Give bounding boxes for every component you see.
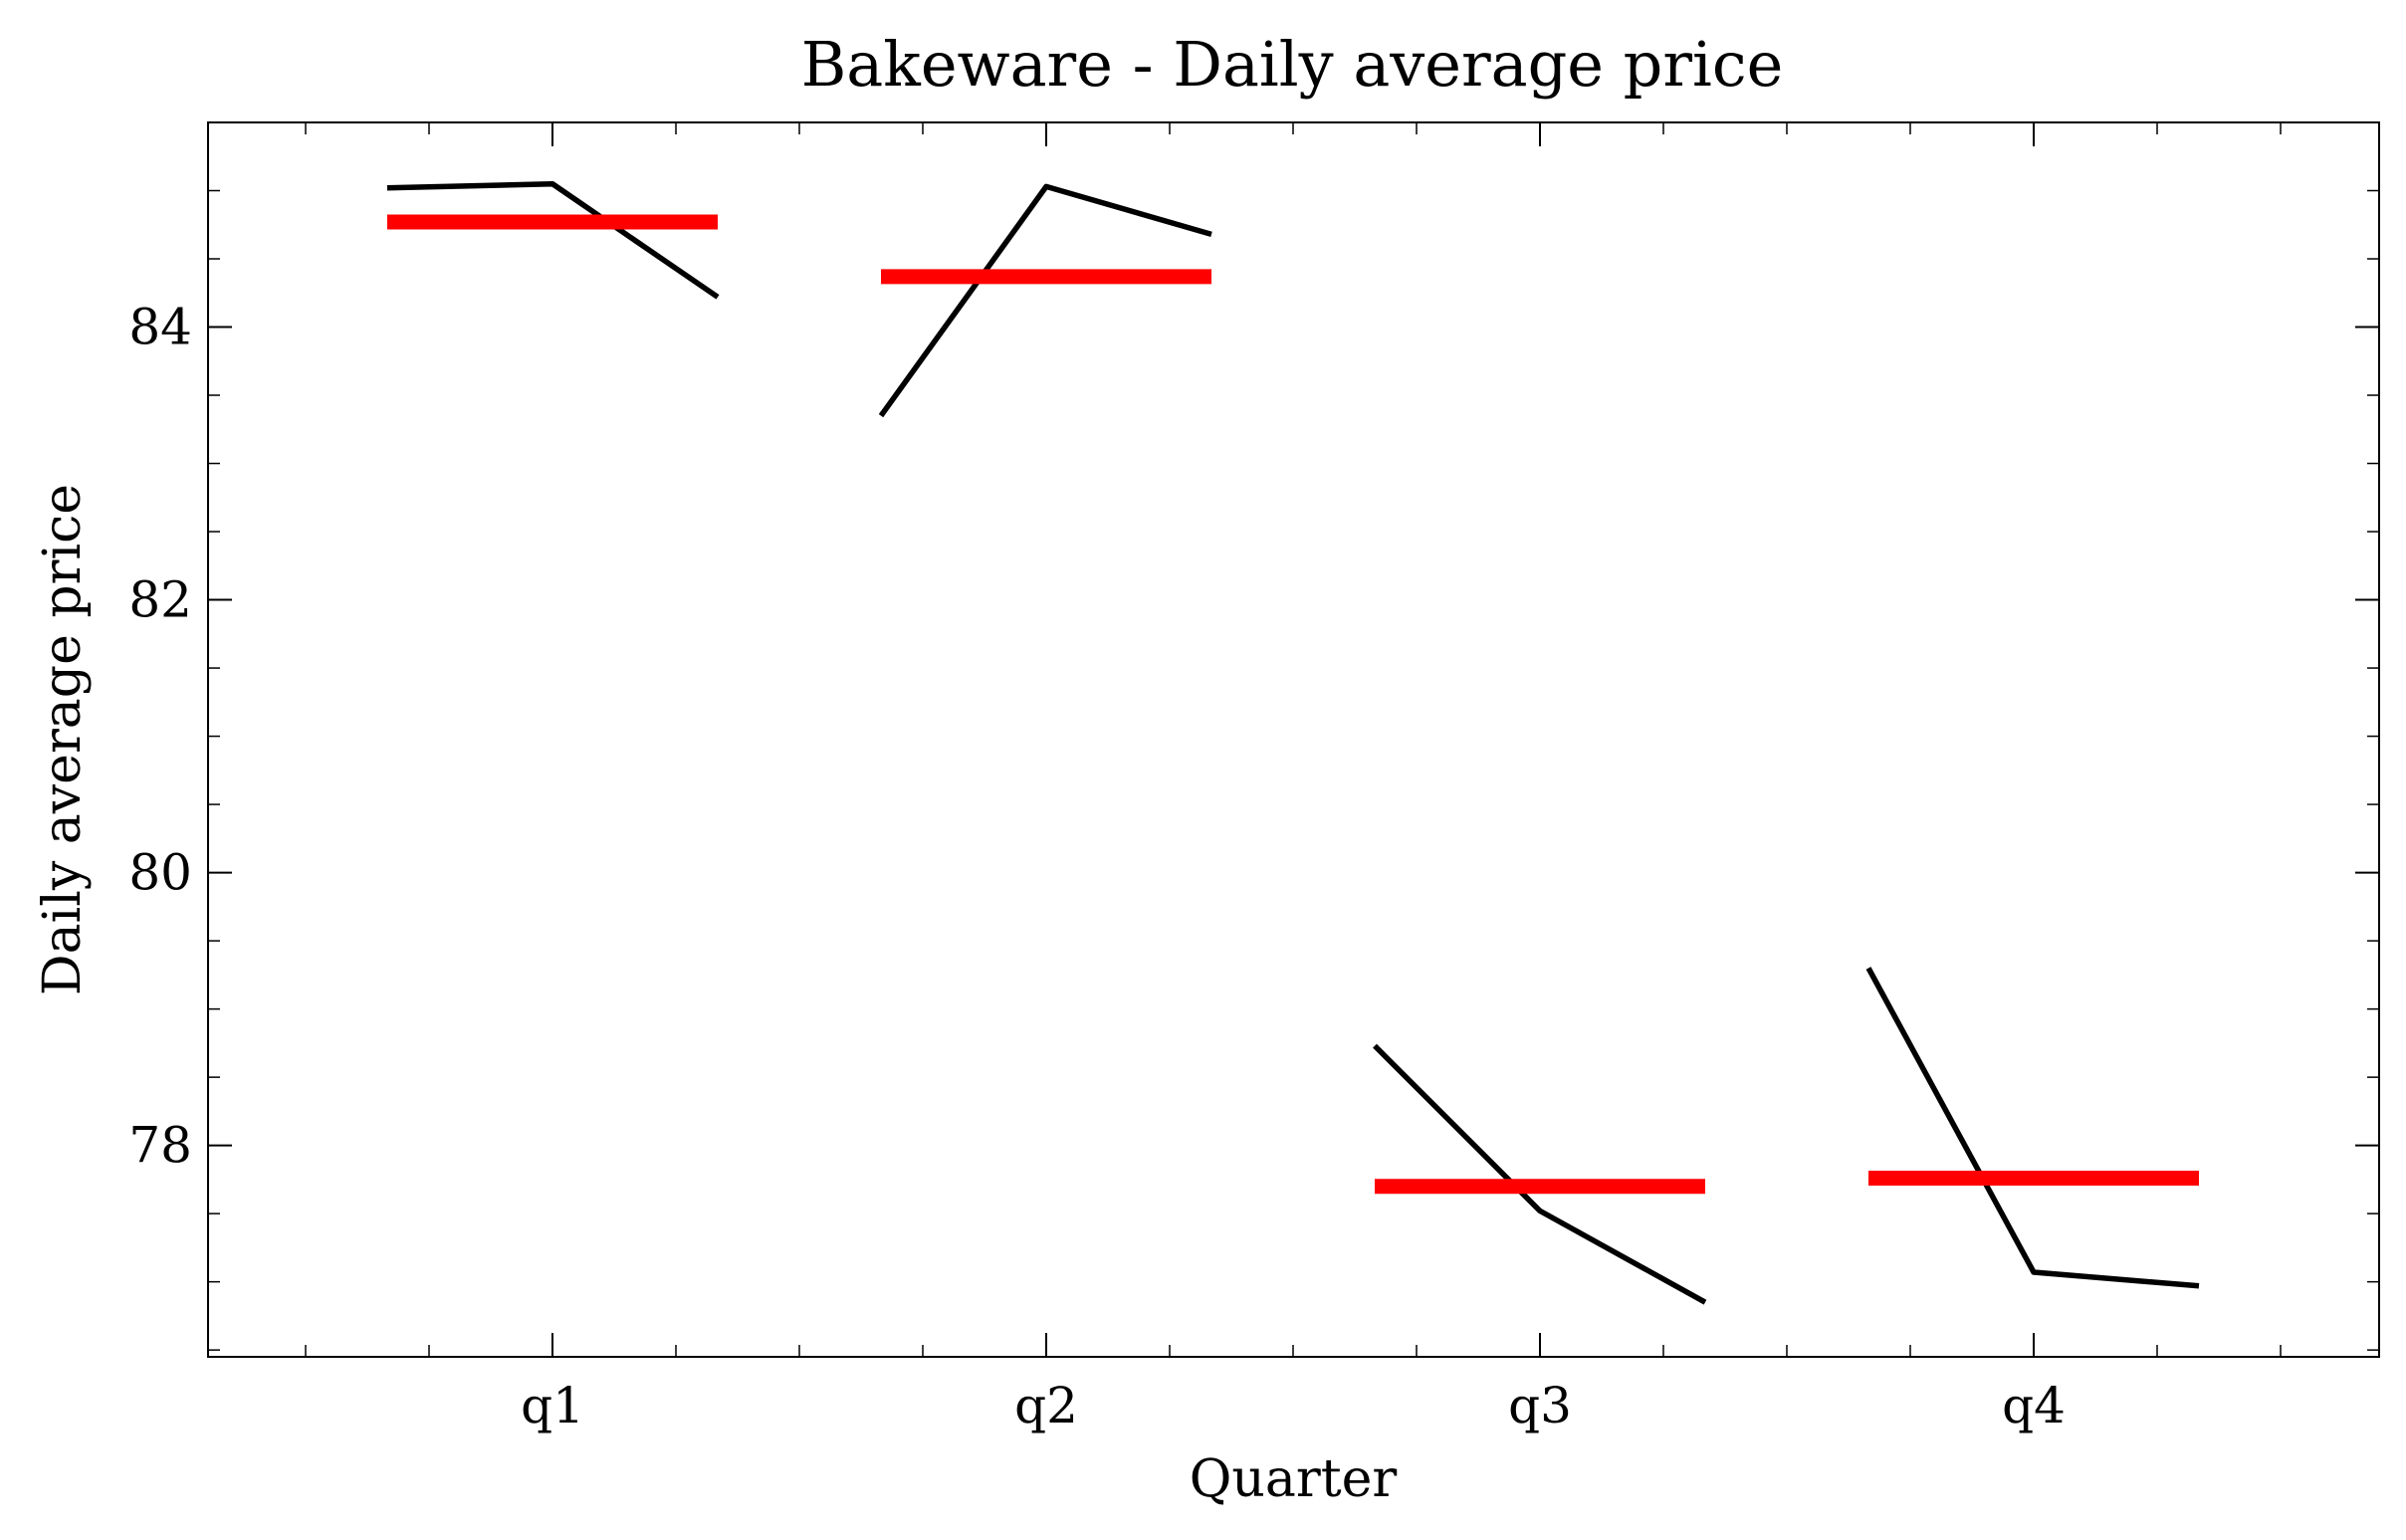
y-axis-label: Daily average price (33, 484, 93, 995)
y-tick-label: 82 (128, 571, 192, 629)
y-tick-label: 84 (128, 299, 192, 356)
trend-line-q2 (878, 183, 1212, 418)
trend-line-q4 (1865, 967, 2200, 1289)
x-tick-label: q2 (1014, 1377, 1078, 1434)
chart-title: Bakeware - Daily average price (801, 28, 1784, 101)
plot-frame (207, 121, 2380, 1358)
x-tick-label: q3 (1508, 1377, 1572, 1434)
trend-line-q3 (1373, 1043, 1707, 1305)
x-tick-label: q1 (521, 1377, 584, 1434)
x-axis-label: Quarter (1190, 1449, 1398, 1509)
plot-area: 78 80 82 84 q1 q2 q3 q4 (128, 121, 2379, 1434)
y-tick-label: 78 (128, 1117, 192, 1175)
trend-line-q1 (386, 180, 720, 300)
x-tick-label: q4 (2002, 1377, 2066, 1434)
y-tick-label: 80 (128, 844, 192, 902)
